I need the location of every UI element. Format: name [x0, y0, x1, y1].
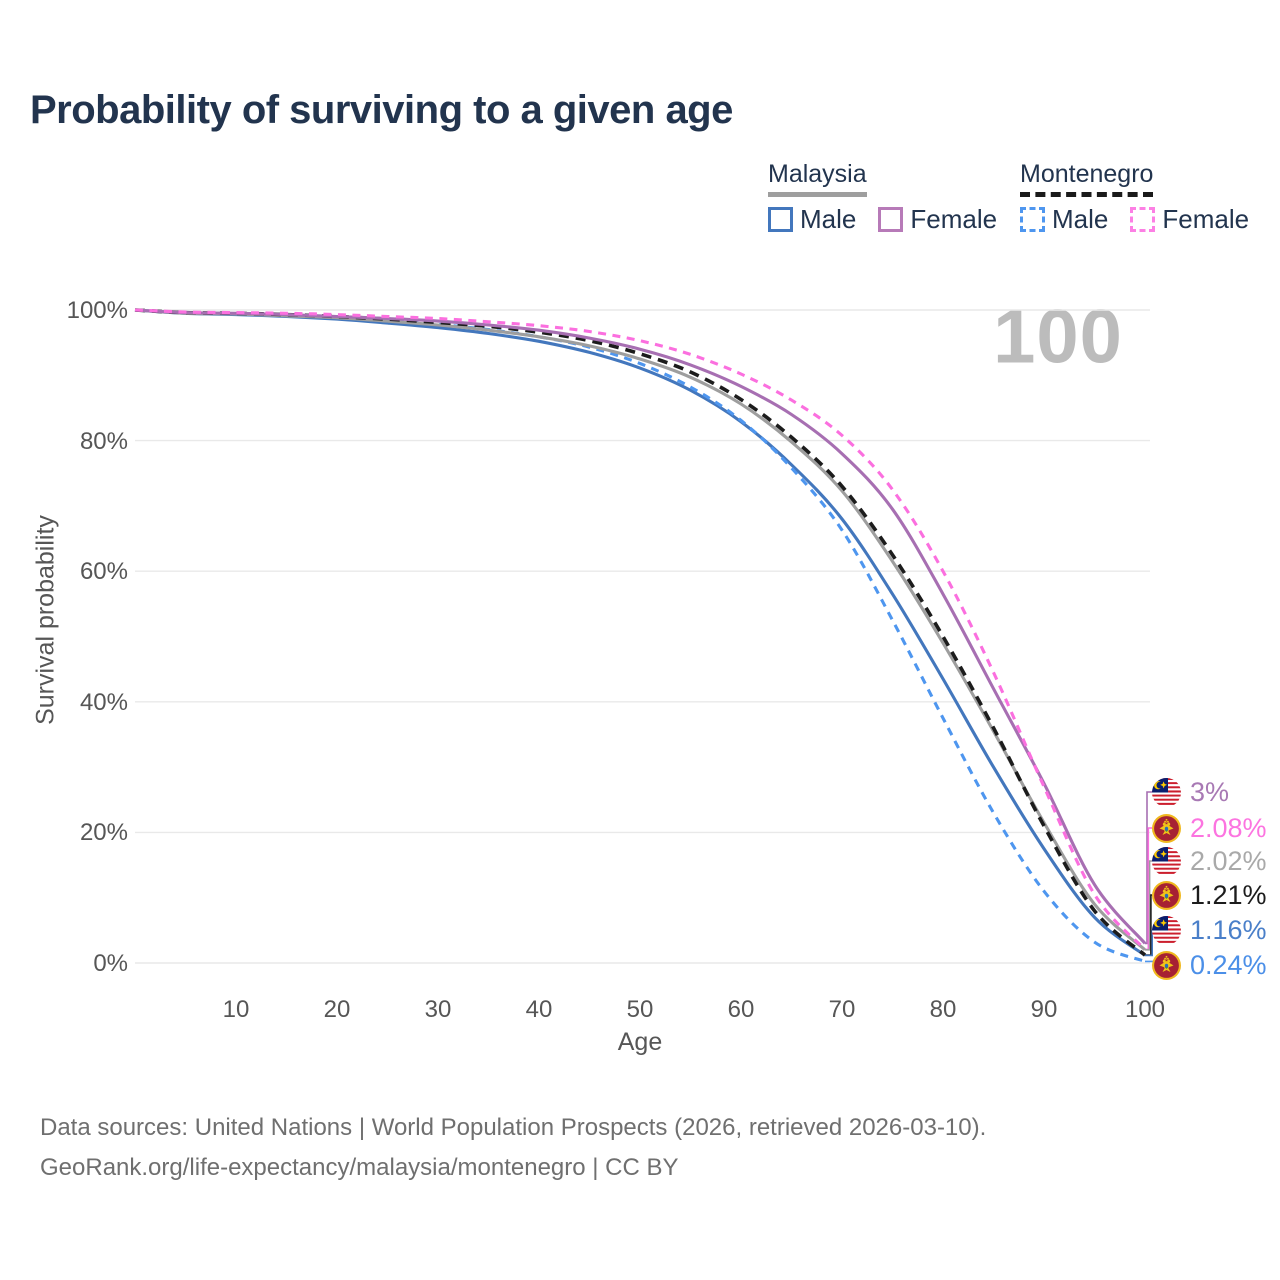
- legend-row-montenegro: Male Female: [1020, 204, 1271, 235]
- end-label-value: 1.16%: [1190, 914, 1267, 945]
- end-label-value: 1.21%: [1190, 879, 1267, 910]
- x-tick-label: 40: [525, 996, 553, 1023]
- legend-row-malaysia: Male Female: [768, 204, 1019, 235]
- legend-item-malaysia-male[interactable]: Male: [768, 204, 856, 235]
- malaysia-female-swatch-icon: [878, 207, 904, 232]
- end-label-connector: [1145, 860, 1152, 951]
- end-label-value: 2.08%: [1190, 812, 1267, 843]
- legend-item-malaysia-female[interactable]: Female: [878, 204, 997, 235]
- legend-country-malaysia: Malaysia: [768, 160, 867, 197]
- footer-attribution: GeoRank.org/life-expectancy/malaysia/mon…: [40, 1154, 679, 1181]
- malaysia-male-swatch-icon: [768, 207, 793, 232]
- end-label-value: 2.02%: [1190, 845, 1267, 876]
- age-watermark: 100: [993, 294, 1123, 380]
- end-label-my-female: 3%: [1152, 777, 1229, 807]
- montenegro-flag-icon: [1152, 950, 1181, 980]
- montenegro-male-swatch-icon: [1020, 207, 1045, 232]
- malaysia-flag-icon: [1152, 777, 1181, 807]
- end-label-value: 0.24%: [1190, 949, 1267, 980]
- footer-data-sources: Data sources: United Nations | World Pop…: [40, 1114, 987, 1141]
- malaysia-flag-icon: [1152, 846, 1181, 876]
- x-tick-label: 90: [1030, 996, 1058, 1023]
- end-label-my-all: 2.02%: [1152, 846, 1267, 876]
- legend-item-montenegro-female[interactable]: Female: [1130, 204, 1249, 235]
- curve-my-all: [134, 308, 1147, 951]
- footer: Data sources: United Nations | World Pop…: [40, 1108, 986, 1188]
- curve-mne-female: [134, 308, 1147, 951]
- end-label-my-male: 1.16%: [1152, 915, 1267, 945]
- montenegro-female-swatch-icon: [1130, 207, 1156, 232]
- legend-group-malaysia: Malaysia Male Female: [768, 160, 1019, 235]
- y-tick-label: 40%: [79, 688, 128, 716]
- legend-label-montenegro-male: Male: [1052, 204, 1109, 234]
- curve-my-male: [134, 308, 1146, 957]
- x-tick-label: 20: [323, 996, 351, 1023]
- y-tick-label: 100%: [66, 297, 128, 324]
- legend-label-malaysia-male: Male: [800, 204, 857, 234]
- end-label-mne-male: 0.24%: [1152, 950, 1267, 980]
- y-tick-label: 80%: [79, 427, 128, 455]
- legend-item-montenegro-male[interactable]: Male: [1020, 204, 1108, 235]
- legend-group-montenegro: Montenegro Male Female: [1020, 160, 1271, 235]
- malaysia-flag-icon: [1152, 915, 1181, 945]
- y-tick-label: 60%: [79, 558, 128, 586]
- legend-label-montenegro-female: Female: [1162, 204, 1250, 234]
- end-label-mne-female: 2.08%: [1152, 813, 1267, 843]
- page-title: Probability of surviving to a given age: [30, 88, 733, 132]
- x-axis-title: Age: [617, 1028, 663, 1056]
- x-tick-label: 100: [1124, 996, 1166, 1023]
- x-tick-label: 70: [828, 996, 856, 1023]
- curve-mne-male: [134, 308, 1146, 963]
- x-tick-label: 30: [424, 996, 452, 1023]
- y-tick-label: 0%: [93, 950, 128, 977]
- curve-my-female: [134, 308, 1147, 945]
- curve-mne-all: [134, 308, 1147, 957]
- montenegro-flag-icon: [1152, 880, 1181, 910]
- end-label-value: 3%: [1190, 776, 1230, 807]
- legend-label-malaysia-female: Female: [910, 204, 998, 234]
- end-label-mne-all: 1.21%: [1152, 880, 1267, 910]
- montenegro-flag-icon: [1152, 813, 1181, 843]
- x-tick-label: 60: [727, 996, 755, 1023]
- end-label-connector: [1145, 791, 1152, 945]
- legend-country-montenegro: Montenegro: [1020, 160, 1154, 197]
- x-tick-label: 50: [626, 996, 654, 1023]
- x-tick-label: 10: [222, 996, 250, 1023]
- x-tick-label: 80: [929, 996, 957, 1023]
- y-tick-label: 20%: [79, 819, 128, 847]
